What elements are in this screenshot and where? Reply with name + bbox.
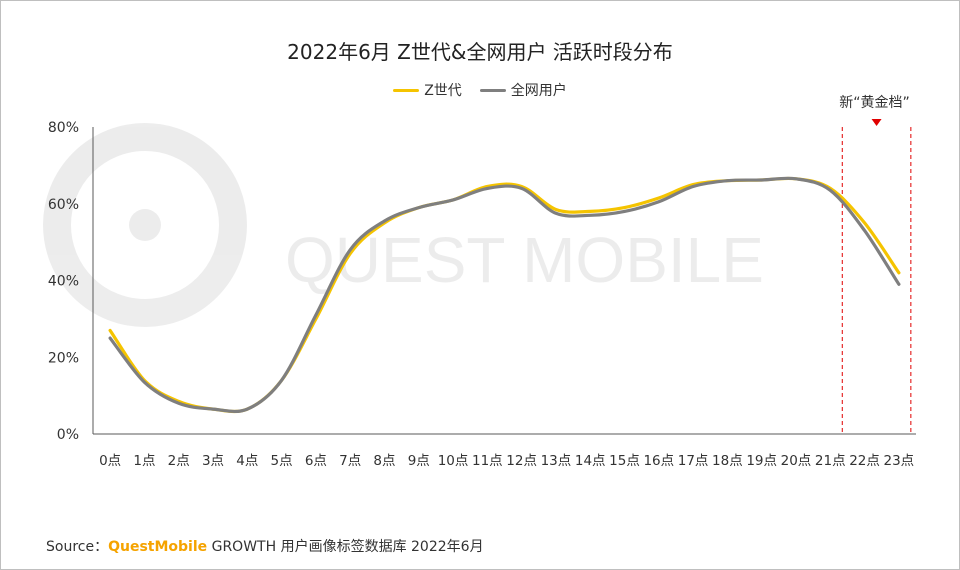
x-tick-label: 6点 bbox=[305, 453, 327, 469]
data-point-all-users bbox=[177, 402, 180, 405]
data-point-all-users bbox=[589, 214, 592, 217]
x-tick-label: 9点 bbox=[408, 453, 430, 469]
data-point-all-users bbox=[863, 229, 866, 232]
data-point-z-generation bbox=[623, 206, 626, 209]
x-tick-label: 15点 bbox=[609, 453, 640, 469]
data-point-z-generation bbox=[657, 197, 660, 200]
watermark-logo-dot bbox=[129, 209, 161, 241]
watermark-text: QUEST MOBILE bbox=[285, 224, 764, 296]
data-point-z-generation bbox=[863, 222, 866, 225]
y-tick-label: 80% bbox=[48, 120, 79, 136]
legend-swatch-z-generation bbox=[393, 88, 420, 92]
x-tick-label: 1点 bbox=[133, 453, 155, 469]
series-lines bbox=[108, 176, 901, 414]
data-point-all-users bbox=[897, 283, 900, 286]
y-tick-label: 40% bbox=[48, 274, 79, 290]
x-tick-label: 14点 bbox=[575, 453, 606, 469]
x-tick-label: 13点 bbox=[541, 453, 572, 469]
source-label: Source： bbox=[46, 539, 109, 555]
chart-legend: Z世代 全网用户 bbox=[0, 80, 960, 100]
data-point-all-users bbox=[417, 206, 420, 209]
data-point-all-users bbox=[143, 381, 146, 384]
data-point-all-users bbox=[212, 408, 215, 411]
data-point-all-users bbox=[795, 177, 798, 180]
data-point-all-users bbox=[349, 248, 352, 251]
data-point-z-generation bbox=[109, 329, 112, 332]
x-tick-label: 16点 bbox=[643, 453, 674, 469]
data-point-all-users bbox=[657, 200, 660, 203]
x-tick-label: 4点 bbox=[236, 453, 258, 469]
source-note: Source：QuestMobile GROWTH 用户画像标签数据库 2022… bbox=[46, 536, 484, 556]
legend-label-z-generation: Z世代 bbox=[424, 83, 462, 99]
y-tick-label: 0% bbox=[57, 427, 79, 443]
data-point-z-generation bbox=[897, 271, 900, 274]
x-tick-label: 5点 bbox=[271, 453, 293, 469]
x-tick-label: 19点 bbox=[746, 453, 777, 469]
x-tick-label: 12点 bbox=[506, 453, 537, 469]
data-point-all-users bbox=[760, 179, 763, 182]
x-tick-label: 11点 bbox=[472, 453, 503, 469]
data-point-all-users bbox=[109, 337, 112, 340]
x-tick-label: 0点 bbox=[99, 453, 121, 469]
axes: 0% 20% 40% 60% 80% 0点 1点 2点 3点 4点 5点 6点 7点 8点 9点 10点 11点… bbox=[48, 120, 916, 469]
golden-slot-annotation: 新“黄金档” bbox=[839, 94, 912, 434]
legend-item-z-generation: Z世代 bbox=[393, 80, 462, 100]
y-tick-label: 20% bbox=[48, 350, 79, 366]
data-point-all-users bbox=[246, 408, 249, 411]
x-tick-label: 18点 bbox=[712, 453, 743, 469]
x-tick-label: 20点 bbox=[781, 453, 812, 469]
x-tick-label: 22点 bbox=[849, 453, 880, 469]
legend-swatch-all-users bbox=[479, 88, 506, 92]
series-line-all-users bbox=[108, 176, 901, 414]
watermark-logo-ring bbox=[43, 123, 247, 327]
chart-title: 2022年6月 Z世代&全网用户 活跃时段分布 bbox=[287, 40, 673, 64]
x-tick-label: 8点 bbox=[373, 453, 395, 469]
data-point-all-users bbox=[314, 314, 317, 317]
x-tick-label: 3点 bbox=[202, 453, 224, 469]
x-tick-label: 17点 bbox=[678, 453, 709, 469]
data-point-all-users bbox=[520, 187, 523, 190]
data-point-all-users bbox=[555, 212, 558, 215]
x-tick-label: 2点 bbox=[168, 453, 190, 469]
annotation-triangle-marker bbox=[871, 119, 882, 126]
source-brand: QuestMobile bbox=[108, 539, 208, 555]
data-point-all-users bbox=[829, 189, 832, 192]
data-point-z-generation bbox=[589, 210, 592, 213]
data-point-all-users bbox=[486, 187, 489, 190]
watermark: QUEST MOBILE bbox=[43, 123, 764, 327]
x-tick-label: 10点 bbox=[438, 453, 469, 469]
x-tick-label: 23点 bbox=[884, 453, 915, 469]
data-point-all-users bbox=[623, 210, 626, 213]
data-point-all-users bbox=[692, 185, 695, 188]
x-tick-label: 7点 bbox=[339, 453, 361, 469]
data-point-all-users bbox=[726, 179, 729, 182]
y-tick-label: 60% bbox=[48, 197, 79, 213]
x-tick-label: 21点 bbox=[815, 453, 846, 469]
legend-item-all-users: 全网用户 bbox=[479, 80, 567, 100]
data-point-all-users bbox=[452, 199, 455, 202]
annotation-label: 新“黄金档” bbox=[839, 94, 910, 111]
source-text: GROWTH 用户画像标签数据库 2022年6月 bbox=[211, 539, 484, 555]
legend-label-all-users: 全网用户 bbox=[510, 83, 567, 99]
data-point-z-generation bbox=[555, 208, 558, 211]
data-point-all-users bbox=[383, 220, 386, 223]
data-point-all-users bbox=[280, 379, 283, 382]
